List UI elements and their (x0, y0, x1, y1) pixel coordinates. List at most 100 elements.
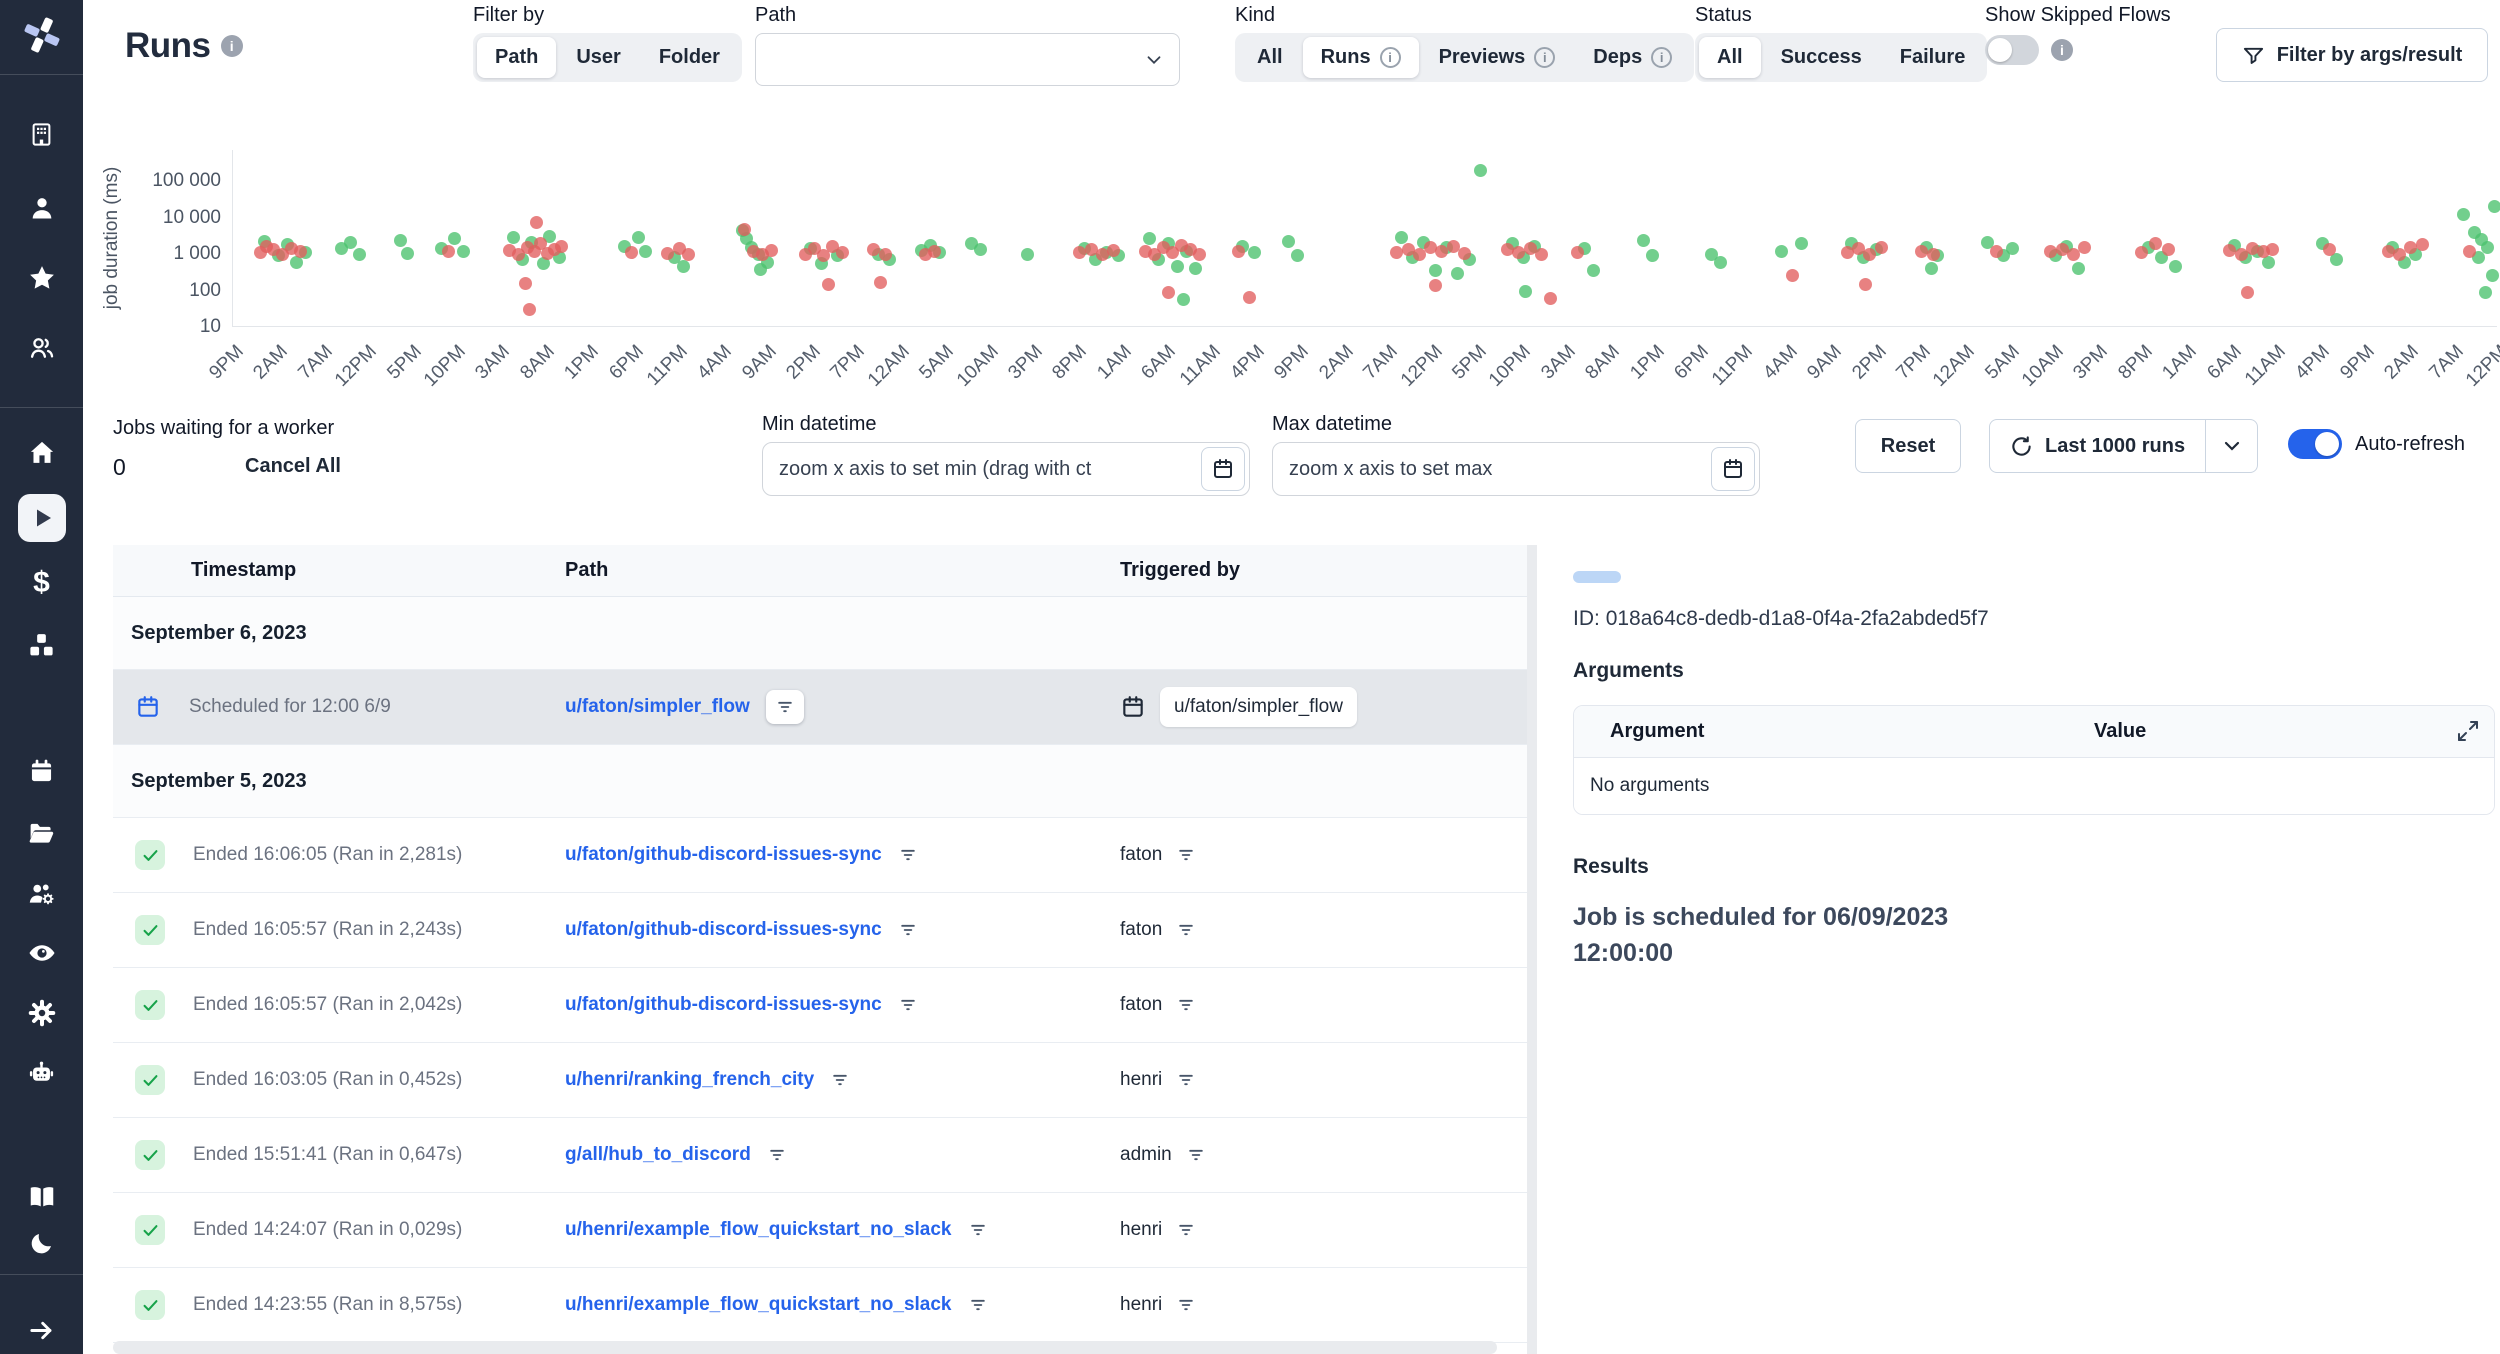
success-run-dot[interactable] (1473, 163, 1487, 177)
success-run-dot[interactable] (1177, 293, 1191, 307)
filter-by-user-tab[interactable]: User (576, 46, 621, 68)
failure-run-dot[interactable] (2148, 236, 2162, 250)
sidebar-item-folders[interactable] (18, 818, 66, 848)
success-run-dot[interactable] (2456, 208, 2470, 222)
failure-run-dot[interactable] (2245, 242, 2259, 256)
sidebar-item-schedules[interactable] (18, 756, 66, 786)
run-path-link[interactable]: g/all/hub_to_discord (565, 1144, 751, 1165)
success-run-dot[interactable] (1646, 249, 1660, 263)
success-run-dot[interactable] (448, 232, 462, 246)
run-path-link[interactable]: u/henri/example_flow_quickstart_no_slack (565, 1294, 952, 1315)
info-icon[interactable]: i (1379, 47, 1401, 68)
failure-run-dot[interactable] (2381, 244, 2395, 258)
sidebar-item-resources[interactable] (18, 630, 66, 660)
sidebar-item-user[interactable] (18, 193, 66, 223)
success-run-dot[interactable] (1924, 262, 1938, 276)
success-run-dot[interactable] (1290, 249, 1304, 263)
failure-run-dot[interactable] (2266, 243, 2280, 257)
sidebar-item-variables[interactable]: $ (18, 566, 66, 599)
run-row[interactable]: Ended 16:05:57 (Ran in 2,042s) u/faton/gi… (113, 968, 1527, 1043)
run-row[interactable]: Ended 14:23:55 (Ran in 8,575s) u/henri/ex… (113, 1268, 1527, 1343)
success-run-dot[interactable] (1428, 264, 1442, 278)
success-run-dot[interactable] (1451, 266, 1465, 280)
kind-all-tab[interactable]: All (1257, 46, 1283, 68)
filter-by-user-button[interactable] (1176, 995, 1196, 1015)
run-row[interactable]: Ended 14:24:07 (Ran in 0,029s) u/henri/ex… (113, 1193, 1527, 1268)
success-run-dot[interactable] (1519, 284, 1533, 298)
failure-run-dot[interactable] (1786, 269, 1800, 283)
run-row[interactable]: Ended 15:51:41 (Ran in 0,647s) g/all/hub_… (113, 1118, 1527, 1193)
filter-by-user-button[interactable] (1176, 1070, 1196, 1090)
failure-run-dot[interactable] (1390, 245, 1404, 259)
success-run-dot[interactable] (973, 243, 987, 257)
filter-by-user-button[interactable] (1176, 1295, 1196, 1315)
run-path-link[interactable]: u/faton/github-discord-issues-sync (565, 844, 882, 865)
failure-run-dot[interactable] (518, 276, 532, 290)
failure-run-dot[interactable] (2404, 241, 2418, 255)
success-run-dot[interactable] (2329, 253, 2343, 267)
info-icon[interactable]: i (1651, 47, 1673, 68)
failure-run-dot[interactable] (1412, 247, 1426, 261)
failure-run-dot[interactable] (294, 244, 308, 258)
failure-run-dot[interactable] (1231, 244, 1245, 258)
success-run-dot[interactable] (1587, 264, 1601, 278)
success-run-dot[interactable] (1981, 235, 1995, 249)
failure-run-dot[interactable] (1535, 247, 1549, 261)
filter-by-user-button[interactable] (1176, 920, 1196, 940)
status-failure-tab[interactable]: Failure (1899, 46, 1966, 68)
success-run-dot[interactable] (2481, 241, 2495, 255)
success-run-dot[interactable] (1636, 234, 1650, 248)
runs-limit-dropdown-button[interactable] (2205, 420, 2257, 472)
sidebar-item-audit-logs[interactable] (18, 938, 66, 968)
filter-by-path-button[interactable] (968, 1295, 988, 1315)
min-datetime-input[interactable] (762, 442, 1250, 496)
failure-run-dot[interactable] (2162, 243, 2176, 257)
auto-refresh-toggle[interactable] (2288, 429, 2342, 459)
status-all-tab[interactable]: All (1699, 37, 1761, 78)
success-run-dot[interactable] (353, 247, 367, 261)
success-run-dot[interactable] (2488, 200, 2500, 214)
failure-run-dot[interactable] (2135, 245, 2149, 259)
filter-by-path-button[interactable] (830, 1070, 850, 1090)
success-run-dot[interactable] (754, 262, 767, 276)
failure-run-dot[interactable] (1858, 277, 1872, 291)
failure-run-dot[interactable] (1243, 290, 1257, 304)
failure-run-dot[interactable] (867, 243, 881, 257)
failure-run-dot[interactable] (821, 277, 835, 291)
vertical-scrollbar[interactable] (1527, 545, 1537, 1354)
failure-run-dot[interactable] (523, 303, 537, 317)
failure-run-dot[interactable] (765, 243, 779, 257)
filter-by-path-button[interactable] (765, 690, 804, 724)
failure-run-dot[interactable] (817, 249, 831, 263)
failure-run-dot[interactable] (681, 247, 695, 261)
success-run-dot[interactable] (2071, 262, 2085, 276)
failure-run-dot[interactable] (2067, 247, 2081, 261)
success-run-dot[interactable] (1713, 255, 1727, 269)
failure-run-dot[interactable] (1424, 241, 1438, 255)
run-path-link[interactable]: u/faton/github-discord-issues-sync (565, 919, 882, 940)
runs-info-icon[interactable]: i (220, 35, 243, 57)
failure-run-dot[interactable] (1193, 247, 1207, 261)
filter-by-user-button[interactable] (1176, 845, 1196, 865)
collapse-sidebar-button[interactable] (18, 1315, 66, 1345)
sidebar-item-openai[interactable] (18, 1058, 66, 1088)
max-datetime-calendar-button[interactable] (1711, 447, 1755, 491)
failure-run-dot[interactable] (2044, 245, 2058, 259)
failure-run-dot[interactable] (1915, 244, 1929, 258)
failure-run-dot[interactable] (554, 240, 568, 254)
success-run-dot[interactable] (2485, 269, 2499, 283)
failure-run-dot[interactable] (260, 240, 274, 254)
success-run-dot[interactable] (631, 231, 645, 245)
failure-run-dot[interactable] (1874, 241, 1888, 255)
failure-run-dot[interactable] (624, 245, 638, 259)
path-select[interactable] (755, 33, 1180, 86)
success-run-dot[interactable] (536, 256, 550, 270)
success-run-dot[interactable] (1188, 262, 1202, 276)
kind-deps-tab[interactable]: Deps i (1575, 37, 1690, 78)
failure-run-dot[interactable] (441, 245, 455, 259)
kind-previews-tab[interactable]: Previews i (1421, 37, 1574, 78)
column-header-triggered-by[interactable]: Triggered by (1120, 559, 1241, 581)
success-run-dot[interactable] (1281, 235, 1295, 248)
kind-runs-tab[interactable]: Runs i (1302, 37, 1419, 78)
info-icon[interactable]: i (2051, 39, 2073, 61)
